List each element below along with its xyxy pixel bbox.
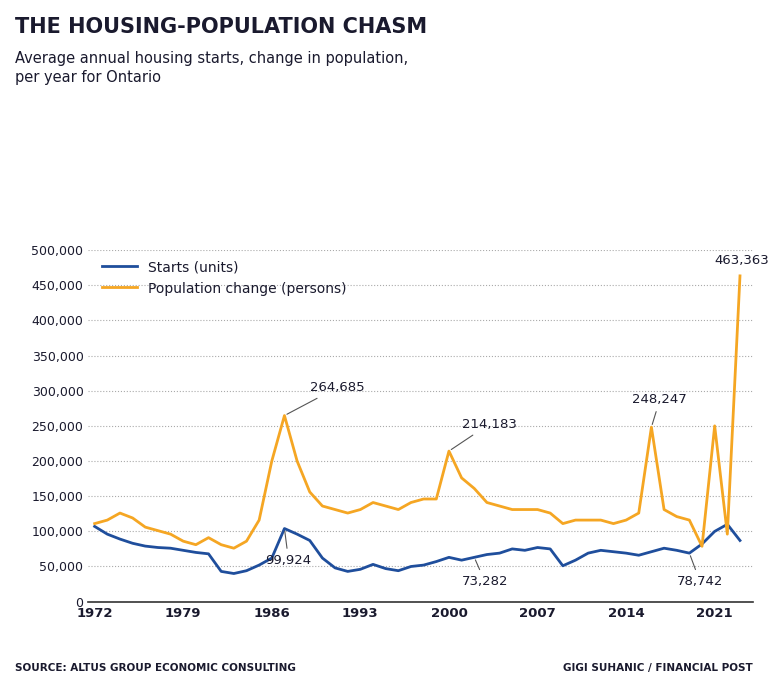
Starts (units) (406, 562, 415, 571)
Starts (units) (90, 523, 99, 531)
Population change (persons) (736, 272, 745, 280)
Line: Starts (units): Starts (units) (94, 525, 740, 573)
Text: 214,183: 214,183 (452, 418, 516, 450)
Starts (units) (495, 549, 504, 557)
Text: SOURCE: ALTUS GROUP ECONOMIC CONSULTING: SOURCE: ALTUS GROUP ECONOMIC CONSULTING (15, 662, 296, 673)
Starts (units) (445, 553, 454, 561)
Starts (units) (736, 537, 745, 545)
Text: Average annual housing starts, change in population,
per year for Ontario: Average annual housing starts, change in… (15, 51, 409, 85)
Starts (units) (330, 564, 339, 572)
Starts (units) (229, 569, 238, 577)
Line: Population change (persons): Population change (persons) (94, 276, 740, 548)
Starts (units) (520, 546, 529, 554)
Population change (persons) (141, 523, 150, 531)
Text: 264,685: 264,685 (287, 381, 364, 414)
Population change (persons) (406, 498, 415, 506)
Text: GIGI SUHANIC / FINANCIAL POST: GIGI SUHANIC / FINANCIAL POST (563, 662, 753, 673)
Population change (persons) (520, 506, 529, 514)
Starts (units) (141, 542, 150, 550)
Population change (persons) (697, 542, 707, 550)
Population change (persons) (90, 520, 99, 528)
Population change (persons) (330, 506, 339, 514)
Population change (persons) (495, 502, 504, 510)
Population change (persons) (229, 544, 238, 552)
Text: 78,742: 78,742 (677, 556, 723, 588)
Text: 99,924: 99,924 (266, 531, 312, 567)
Text: 463,363: 463,363 (715, 254, 768, 273)
Text: THE HOUSING-POPULATION CHASM: THE HOUSING-POPULATION CHASM (15, 17, 428, 37)
Text: 73,282: 73,282 (462, 560, 508, 588)
Legend: Starts (units), Population change (persons): Starts (units), Population change (perso… (102, 260, 346, 295)
Text: 248,247: 248,247 (632, 393, 687, 425)
Starts (units) (723, 521, 732, 529)
